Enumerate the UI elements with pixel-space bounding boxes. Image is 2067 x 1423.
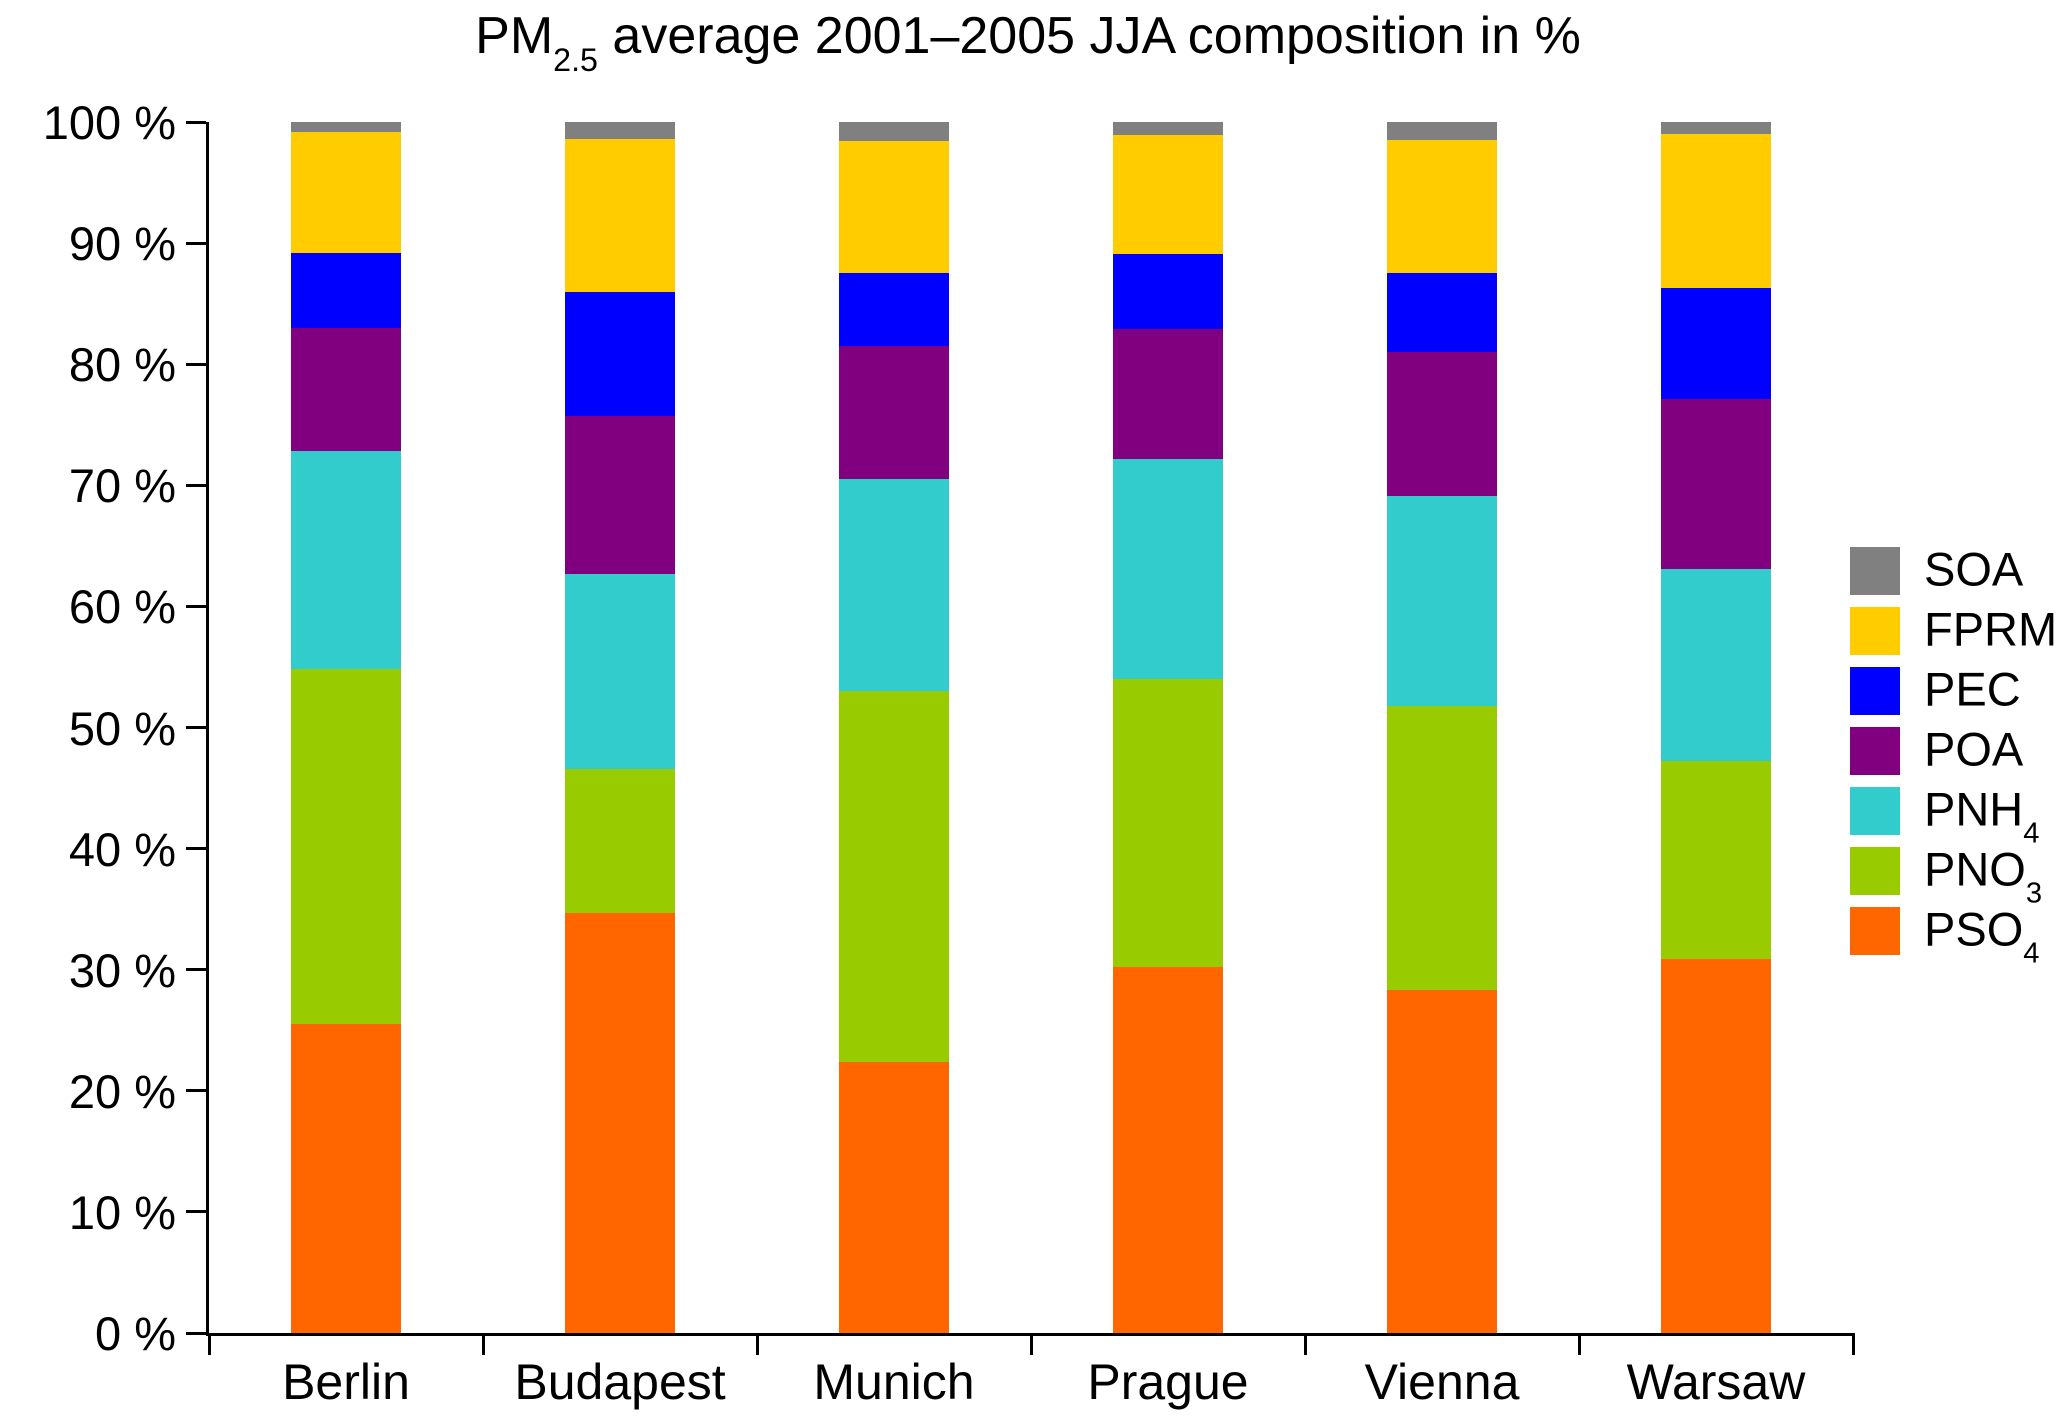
bar-segment-vienna-poa	[1387, 352, 1497, 497]
x-axis-category-label-warsaw: Warsaw	[1626, 1354, 1806, 1410]
y-axis-tick	[186, 241, 206, 245]
legend-label-pno3: PNO3	[1924, 842, 2043, 910]
x-axis-category-label-munich: Munich	[813, 1354, 975, 1410]
bar-segment-berlin-poa	[291, 327, 401, 452]
x-axis-category-label-prague: Prague	[1087, 1354, 1249, 1410]
legend-swatch-soa	[1850, 547, 1900, 595]
bar-segment-prague-pec	[1113, 254, 1223, 330]
legend-label-fprm: FPRM	[1924, 602, 2058, 656]
y-axis-tick	[186, 604, 206, 608]
bar-segment-budapest-pec	[565, 291, 675, 417]
title-subscript: 2.5	[553, 42, 598, 79]
bar-segment-budapest-pso4	[565, 912, 675, 1333]
y-axis-tick	[186, 847, 206, 851]
bar-segment-prague-poa	[1113, 329, 1223, 459]
bar-segment-berlin-pec	[291, 252, 401, 328]
bar-segment-prague-pnh4	[1113, 458, 1223, 680]
x-axis-category-label-berlin: Berlin	[282, 1354, 410, 1410]
y-axis-tick	[186, 1210, 206, 1214]
legend-swatch-pno3	[1850, 847, 1900, 895]
bar-segment-berlin-pso4	[291, 1024, 401, 1333]
legend-swatch-pnh4	[1850, 787, 1900, 835]
y-axis-tick-label: 60 %	[68, 580, 176, 634]
bar-segment-berlin-pnh4	[291, 451, 401, 670]
bar-segment-prague-pso4	[1113, 967, 1223, 1333]
bar-segment-berlin-pno3	[291, 669, 401, 1025]
bar-segment-vienna-soa	[1387, 122, 1497, 141]
bar-segment-budapest-pno3	[565, 768, 675, 913]
bar-segment-munich-pno3	[839, 691, 949, 1062]
chart-title: PM2.5 average 2001–2005 JJA composition …	[206, 6, 1850, 77]
bar-segment-budapest-pnh4	[565, 573, 675, 769]
bar-segment-vienna-pec	[1387, 273, 1497, 353]
y-axis-tick-label: 80 %	[68, 338, 176, 392]
x-axis-tick	[207, 1333, 211, 1355]
bar-segment-prague-fprm	[1113, 135, 1223, 254]
legend-swatch-pso4	[1850, 907, 1900, 955]
x-axis-tick	[481, 1333, 485, 1355]
x-axis-tick	[755, 1333, 759, 1355]
bar-segment-budapest-poa	[565, 416, 675, 574]
x-axis-tick	[1851, 1333, 1855, 1355]
y-axis-tick	[186, 362, 206, 366]
bar-segment-munich-soa	[839, 122, 949, 142]
bar-segment-munich-poa	[839, 346, 949, 480]
legend-label-poa: POA	[1924, 722, 2024, 776]
x-axis-tick	[1577, 1333, 1581, 1355]
y-axis-tick-label: 50 %	[68, 701, 176, 755]
bar-segment-munich-pec	[839, 273, 949, 347]
x-axis-tick	[1029, 1333, 1033, 1355]
plot-area: 0 % 10 % 20 % 30 % 40 % 50 % 60 % 70 % 80 % 90 % 1…	[43, 99, 1855, 1409]
bar-segment-munich-pso4	[839, 1061, 949, 1333]
y-axis-tick-label: 30 %	[68, 943, 176, 997]
y-axis-tick-label: 90 %	[68, 217, 176, 271]
x-axis-category-label-vienna: Vienna	[1364, 1354, 1520, 1410]
y-axis-tick-label: 70 %	[68, 459, 176, 513]
bar-segment-vienna-pno3	[1387, 705, 1497, 991]
bar-segment-prague-pno3	[1113, 679, 1223, 968]
x-axis-category-label-budapest: Budapest	[514, 1354, 726, 1410]
legend-swatch-poa	[1850, 727, 1900, 775]
bar-segment-warsaw-pso4	[1661, 958, 1771, 1333]
title-rest: average 2001–2005 JJA composition in %	[597, 7, 1581, 65]
y-axis-tick	[186, 1089, 206, 1093]
bar-segment-vienna-pso4	[1387, 990, 1497, 1333]
bar-segment-prague-soa	[1113, 122, 1223, 136]
y-axis-tick-label: 0 %	[95, 1307, 176, 1360]
title-prefix: PM	[475, 7, 554, 65]
y-axis-tick-label: 100 %	[42, 96, 176, 149]
bar-segment-warsaw-pec	[1661, 287, 1771, 400]
bar-segment-warsaw-pnh4	[1661, 568, 1771, 762]
bar-segment-warsaw-soa	[1661, 122, 1771, 135]
bar-segment-budapest-soa	[565, 122, 675, 139]
bar-segment-vienna-pnh4	[1387, 496, 1497, 706]
y-axis-tick-label: 40 %	[68, 822, 176, 876]
y-axis-tick	[186, 968, 206, 972]
bar-segment-warsaw-pno3	[1661, 761, 1771, 959]
legend-label-pso4: PSO4	[1924, 902, 2040, 970]
y-axis-tick	[186, 1331, 206, 1335]
x-axis-tick	[1303, 1333, 1307, 1355]
bar-segment-budapest-fprm	[565, 138, 675, 292]
bar-segment-berlin-fprm	[291, 131, 401, 253]
bar-segment-munich-pnh4	[839, 479, 949, 692]
bar-segment-warsaw-poa	[1661, 399, 1771, 569]
legend-label-pnh4: PNH4	[1924, 782, 2040, 850]
legend-swatch-fprm	[1850, 607, 1900, 655]
y-axis-tick-label: 20 %	[68, 1064, 176, 1118]
bar-segment-berlin-soa	[291, 122, 401, 132]
legend-label-soa: SOA	[1924, 542, 2024, 596]
y-axis-tick	[186, 483, 206, 487]
legend-swatch-pec	[1850, 667, 1900, 715]
bar-segment-munich-fprm	[839, 141, 949, 274]
bar-segment-vienna-fprm	[1387, 140, 1497, 274]
y-axis-tick	[186, 120, 206, 124]
bar-segment-warsaw-fprm	[1661, 134, 1771, 288]
y-axis-tick-label: 10 %	[68, 1185, 176, 1239]
y-axis-tick	[186, 726, 206, 729]
legend-label-pec: PEC	[1924, 662, 2021, 716]
